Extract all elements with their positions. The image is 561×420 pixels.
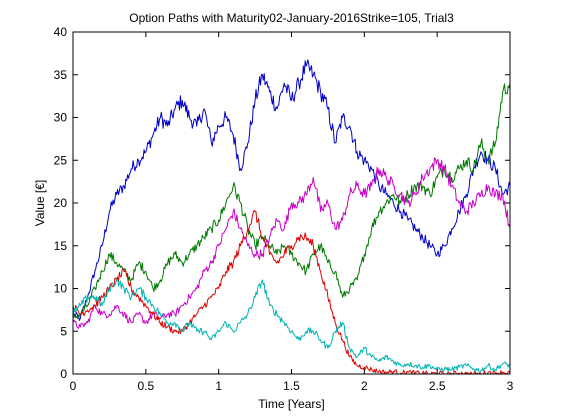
y-axis-label: Value [€] [33, 180, 47, 226]
x-tick-label: 1 [215, 379, 222, 393]
x-tick-label: 0.5 [137, 379, 154, 393]
x-tick-label: 3 [507, 379, 514, 393]
y-tick-label: 15 [54, 239, 68, 253]
x-tick-label: 0 [70, 379, 77, 393]
series-line-1 [72, 59, 511, 321]
x-tick-label: 1.5 [283, 379, 300, 393]
y-tick-label: 10 [54, 282, 68, 296]
x-tick-label: 2.5 [429, 379, 446, 393]
y-tick-label: 30 [54, 111, 68, 125]
series-line-2 [72, 83, 511, 319]
y-tick-label: 0 [60, 367, 67, 381]
chart-title: Option Paths with Maturity02-January-201… [129, 11, 454, 25]
x-axis-label: Time [Years] [258, 397, 324, 411]
y-tick-label: 5 [60, 324, 67, 338]
y-tick-label: 20 [54, 196, 68, 210]
y-tick-label: 40 [54, 25, 68, 39]
y-tick-label: 25 [54, 153, 68, 167]
x-tick-label: 2 [361, 379, 368, 393]
y-tick-label: 35 [54, 68, 68, 82]
series-line-3 [72, 157, 511, 329]
